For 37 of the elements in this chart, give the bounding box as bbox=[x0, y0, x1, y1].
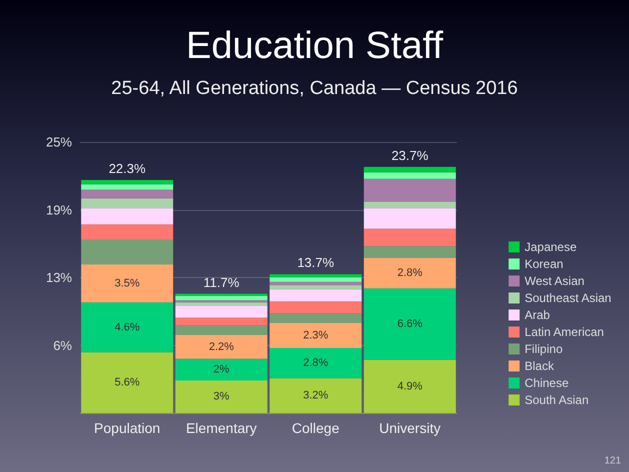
annotation: 13.7% bbox=[297, 255, 334, 270]
y-tick-label: 25% bbox=[46, 134, 72, 150]
data-label: 4.6% bbox=[114, 321, 140, 334]
legend-label: West Asian bbox=[524, 274, 584, 288]
data-label: 2.2% bbox=[208, 340, 234, 353]
x-tick-label: Elementary bbox=[186, 420, 257, 436]
legend-label: Arab bbox=[524, 308, 550, 322]
data-label: 6.6% bbox=[397, 318, 423, 330]
data-label: 4.9% bbox=[397, 380, 423, 392]
annotation: 22.3% bbox=[108, 160, 146, 176]
legend-label: Latin American bbox=[524, 325, 604, 339]
chart-subtitle: 25-64, All Generations, Canada — Census 2016 bbox=[111, 78, 518, 99]
x-tick-label: College bbox=[292, 420, 340, 436]
legend-label: Korean bbox=[524, 257, 564, 271]
legend-label: Japanese bbox=[524, 240, 577, 254]
legend-label: Chinese bbox=[524, 376, 569, 390]
chart-title: Education Staff bbox=[186, 25, 444, 67]
annotation: 23.7% bbox=[391, 148, 429, 163]
y-tick-label: 13% bbox=[46, 270, 72, 285]
annotation: 11.7% bbox=[203, 274, 240, 290]
data-label: 3% bbox=[213, 390, 230, 403]
data-label: 5.6% bbox=[114, 376, 140, 389]
data-label: 2.3% bbox=[303, 329, 328, 342]
legend-label: Black bbox=[524, 359, 555, 373]
data-label: 3.2% bbox=[303, 390, 328, 402]
y-tick-label: 19% bbox=[46, 202, 72, 218]
y-tick-label: 6% bbox=[53, 338, 72, 353]
x-tick-label: University bbox=[379, 420, 441, 436]
data-label: 2.8% bbox=[397, 267, 423, 280]
x-tick-label: Population bbox=[94, 420, 160, 436]
data-label: 2.8% bbox=[303, 357, 328, 370]
legend-label: South Asian bbox=[524, 393, 589, 407]
text: 121 bbox=[604, 456, 622, 466]
legend-label: Filipino bbox=[524, 342, 563, 356]
data-label: 3.5% bbox=[114, 277, 140, 290]
legend-label: Southeast Asian bbox=[524, 291, 612, 305]
data-label: 2% bbox=[213, 364, 230, 376]
